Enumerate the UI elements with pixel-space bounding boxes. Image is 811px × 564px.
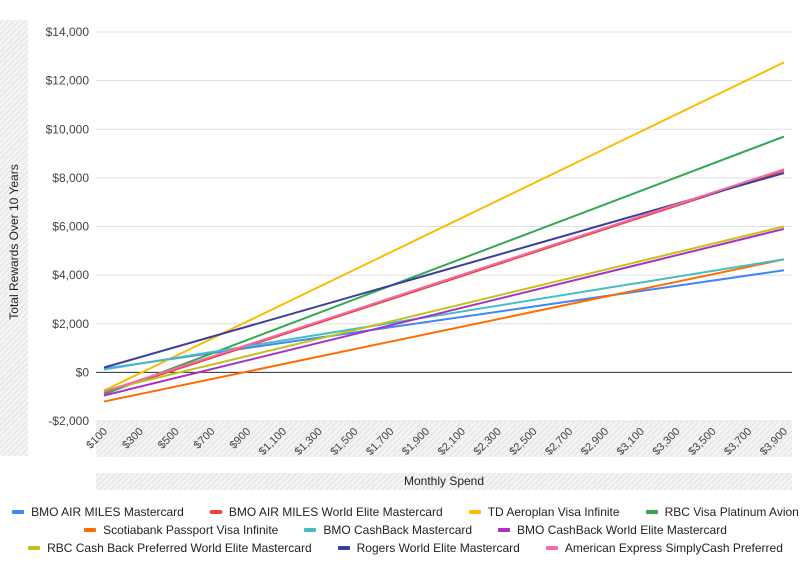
y-tick-label: $4,000 <box>52 268 89 282</box>
series-line-4 <box>103 258 785 403</box>
legend-label: RBC Visa Platinum Avion <box>664 505 799 519</box>
series-line-1 <box>103 169 785 394</box>
legend-label: BMO AIR MILES World Elite Mastercard <box>228 505 443 519</box>
legend-swatch <box>337 546 350 550</box>
y-tick-label: $12,000 <box>46 74 90 88</box>
legend-swatch <box>468 510 481 514</box>
y-tick-label: $14,000 <box>46 25 90 39</box>
legend-swatch <box>545 546 558 550</box>
y-tick-label: -$2,000 <box>48 414 89 428</box>
legend-label: BMO AIR MILES Mastercard <box>31 505 184 519</box>
legend-item[interactable]: Scotiabank Passport Visa Infinite <box>84 523 278 537</box>
y-tick-label: $6,000 <box>52 220 89 234</box>
y-axis-title: Total Rewards Over 10 Years <box>7 164 21 319</box>
legend-label: Rogers World Elite Mastercard <box>356 541 520 555</box>
legend-item[interactable]: BMO CashBack Mastercard <box>304 523 472 537</box>
legend-label: RBC Cash Back Preferred World Elite Mast… <box>47 541 312 555</box>
legend-swatch <box>28 546 41 550</box>
series-line-6 <box>103 227 785 397</box>
legend-item[interactable]: BMO CashBack World Elite Mastercard <box>498 523 727 537</box>
x-axis-title: Monthly Spend <box>404 474 484 488</box>
legend-swatch <box>645 510 658 514</box>
legend-row: BMO AIR MILES Mastercard BMO AIR MILES Wo… <box>0 503 811 521</box>
series-lines <box>103 61 785 403</box>
legend-item[interactable]: American Express SimplyCash Preferred <box>545 541 783 555</box>
legend-label: TD Aeroplan Visa Infinite <box>487 505 620 519</box>
legend-swatch <box>12 510 25 514</box>
legend-label: Scotiabank Passport Visa Infinite <box>103 523 279 537</box>
legend-swatch <box>304 528 317 532</box>
x-axis-tick-band <box>96 421 792 457</box>
legend-item[interactable]: RBC Cash Back Preferred World Elite Mast… <box>28 541 312 555</box>
legend-item[interactable]: BMO AIR MILES Mastercard <box>12 505 184 519</box>
series-line-0 <box>103 269 785 370</box>
legend-swatch <box>498 528 511 532</box>
y-tick-label: $2,000 <box>52 317 89 331</box>
line-chart: -$2,000 $0 $2,000 $4,000 $6,000 $8,000 $10,000… <box>0 20 792 490</box>
series-line-9 <box>103 168 785 393</box>
y-tick-label: $8,000 <box>52 171 89 185</box>
legend-item[interactable]: TD Aeroplan Visa Infinite <box>468 505 620 519</box>
legend: BMO AIR MILES Mastercard BMO AIR MILES Wo… <box>0 503 811 557</box>
legend-label: BMO CashBack Mastercard <box>323 523 473 537</box>
legend-label: BMO CashBack World Elite Mastercard <box>517 523 727 537</box>
legend-label: American Express SimplyCash Preferred <box>564 541 783 555</box>
legend-item[interactable]: Rogers World Elite Mastercard <box>337 541 520 555</box>
legend-item[interactable]: BMO AIR MILES World Elite Mastercard <box>209 505 443 519</box>
legend-row: Scotiabank Passport Visa Infinite BMO Cas… <box>0 521 811 539</box>
legend-swatch <box>84 528 97 532</box>
y-axis-title-band <box>0 20 28 456</box>
legend-item[interactable]: RBC Visa Platinum Avion <box>645 505 799 519</box>
legend-swatch <box>209 510 222 514</box>
x-axis-title-band <box>96 473 792 490</box>
series-line-3 <box>103 135 785 396</box>
y-tick-label: $10,000 <box>46 122 90 136</box>
series-line-7 <box>103 225 785 392</box>
y-tick-label: $0 <box>76 365 90 379</box>
series-line-5 <box>103 258 785 371</box>
legend-row: RBC Cash Back Preferred World Elite Mast… <box>0 539 811 557</box>
y-axis-ticks: -$2,000 $0 $2,000 $4,000 $6,000 $8,000 $10,000… <box>46 25 90 428</box>
